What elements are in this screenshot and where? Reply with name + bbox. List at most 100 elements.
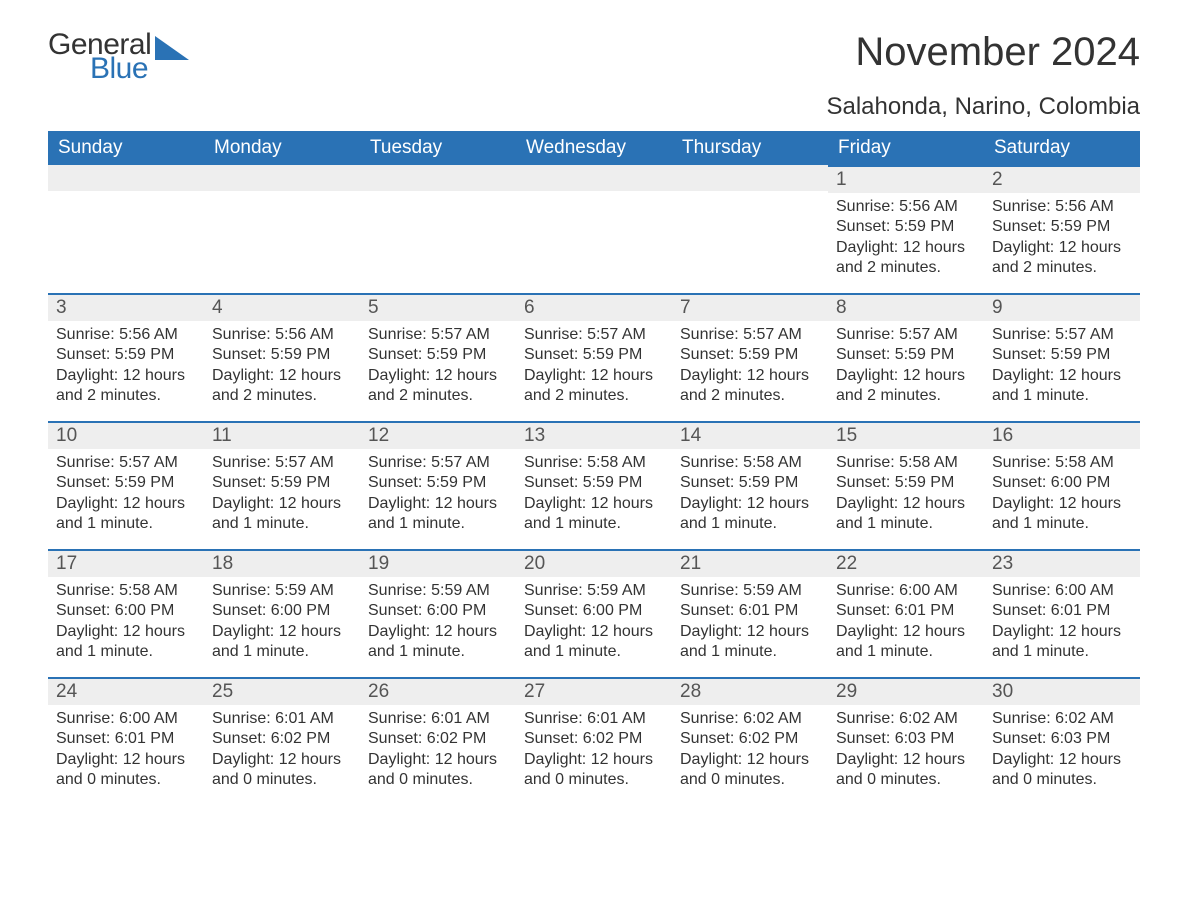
day-cell: 8Sunrise: 5:57 AMSunset: 5:59 PMDaylight… bbox=[828, 293, 984, 421]
sunset-text: Sunset: 6:01 PM bbox=[992, 601, 1132, 621]
title-block: November 2024 Salahonda, Narino, Colombi… bbox=[826, 30, 1140, 121]
col-sunday: Sunday bbox=[48, 131, 204, 165]
week-row: 10Sunrise: 5:57 AMSunset: 5:59 PMDayligh… bbox=[48, 421, 1140, 549]
day-details: Sunrise: 6:02 AMSunset: 6:02 PMDaylight:… bbox=[672, 705, 828, 801]
day-details: Sunrise: 5:58 AMSunset: 6:00 PMDaylight:… bbox=[984, 449, 1140, 545]
day-cell: 10Sunrise: 5:57 AMSunset: 5:59 PMDayligh… bbox=[48, 421, 204, 549]
day-details: Sunrise: 5:57 AMSunset: 5:59 PMDaylight:… bbox=[204, 449, 360, 545]
day-details: Sunrise: 5:58 AMSunset: 5:59 PMDaylight:… bbox=[828, 449, 984, 545]
day-details: Sunrise: 5:56 AMSunset: 5:59 PMDaylight:… bbox=[204, 321, 360, 417]
day-number: 18 bbox=[204, 549, 360, 577]
daylight-text: Daylight: 12 hours and 2 minutes. bbox=[836, 238, 976, 279]
day-number: 21 bbox=[672, 549, 828, 577]
day-details: Sunrise: 5:59 AMSunset: 6:00 PMDaylight:… bbox=[204, 577, 360, 673]
week-row: 1Sunrise: 5:56 AMSunset: 5:59 PMDaylight… bbox=[48, 165, 1140, 293]
week-row: 24Sunrise: 6:00 AMSunset: 6:01 PMDayligh… bbox=[48, 677, 1140, 805]
day-cell: 28Sunrise: 6:02 AMSunset: 6:02 PMDayligh… bbox=[672, 677, 828, 805]
sunset-text: Sunset: 5:59 PM bbox=[56, 345, 196, 365]
day-number: 5 bbox=[360, 293, 516, 321]
daylight-text: Daylight: 12 hours and 1 minute. bbox=[524, 494, 664, 535]
day-details: Sunrise: 5:58 AMSunset: 6:00 PMDaylight:… bbox=[48, 577, 204, 673]
brand-mark-icon bbox=[155, 36, 189, 60]
brand-word2: Blue bbox=[90, 54, 151, 84]
day-number: 6 bbox=[516, 293, 672, 321]
day-number: 2 bbox=[984, 165, 1140, 193]
sunrise-text: Sunrise: 6:01 AM bbox=[524, 709, 664, 729]
daylight-text: Daylight: 12 hours and 2 minutes. bbox=[680, 366, 820, 407]
empty-day bbox=[672, 165, 828, 191]
daylight-text: Daylight: 12 hours and 1 minute. bbox=[56, 622, 196, 663]
empty-day bbox=[204, 165, 360, 191]
sunset-text: Sunset: 5:59 PM bbox=[524, 473, 664, 493]
daylight-text: Daylight: 12 hours and 2 minutes. bbox=[56, 366, 196, 407]
daylight-text: Daylight: 12 hours and 1 minute. bbox=[836, 622, 976, 663]
day-number: 23 bbox=[984, 549, 1140, 577]
sunset-text: Sunset: 5:59 PM bbox=[524, 345, 664, 365]
daylight-text: Daylight: 12 hours and 1 minute. bbox=[56, 494, 196, 535]
day-number: 9 bbox=[984, 293, 1140, 321]
sunset-text: Sunset: 6:00 PM bbox=[212, 601, 352, 621]
sunset-text: Sunset: 5:59 PM bbox=[992, 345, 1132, 365]
day-details: Sunrise: 5:57 AMSunset: 5:59 PMDaylight:… bbox=[672, 321, 828, 417]
day-details: Sunrise: 6:00 AMSunset: 6:01 PMDaylight:… bbox=[984, 577, 1140, 673]
empty-day bbox=[360, 165, 516, 191]
day-details: Sunrise: 6:02 AMSunset: 6:03 PMDaylight:… bbox=[828, 705, 984, 801]
day-cell bbox=[48, 165, 204, 293]
daylight-text: Daylight: 12 hours and 0 minutes. bbox=[680, 750, 820, 791]
day-details: Sunrise: 5:57 AMSunset: 5:59 PMDaylight:… bbox=[828, 321, 984, 417]
day-number: 8 bbox=[828, 293, 984, 321]
sunset-text: Sunset: 6:00 PM bbox=[992, 473, 1132, 493]
day-number: 27 bbox=[516, 677, 672, 705]
sunrise-text: Sunrise: 5:57 AM bbox=[524, 325, 664, 345]
sunrise-text: Sunrise: 5:59 AM bbox=[524, 581, 664, 601]
daylight-text: Daylight: 12 hours and 0 minutes. bbox=[524, 750, 664, 791]
daylight-text: Daylight: 12 hours and 1 minute. bbox=[368, 622, 508, 663]
weekday-header-row: Sunday Monday Tuesday Wednesday Thursday… bbox=[48, 131, 1140, 165]
day-details: Sunrise: 5:56 AMSunset: 5:59 PMDaylight:… bbox=[984, 193, 1140, 289]
day-details: Sunrise: 5:59 AMSunset: 6:00 PMDaylight:… bbox=[360, 577, 516, 673]
sunrise-text: Sunrise: 6:00 AM bbox=[992, 581, 1132, 601]
day-number: 1 bbox=[828, 165, 984, 193]
sunset-text: Sunset: 6:00 PM bbox=[368, 601, 508, 621]
sunrise-text: Sunrise: 5:56 AM bbox=[836, 197, 976, 217]
sunrise-text: Sunrise: 5:56 AM bbox=[212, 325, 352, 345]
location-subtitle: Salahonda, Narino, Colombia bbox=[826, 93, 1140, 121]
sunset-text: Sunset: 6:02 PM bbox=[524, 729, 664, 749]
daylight-text: Daylight: 12 hours and 2 minutes. bbox=[992, 238, 1132, 279]
week-row: 3Sunrise: 5:56 AMSunset: 5:59 PMDaylight… bbox=[48, 293, 1140, 421]
day-number: 16 bbox=[984, 421, 1140, 449]
sunset-text: Sunset: 5:59 PM bbox=[836, 217, 976, 237]
day-details: Sunrise: 6:01 AMSunset: 6:02 PMDaylight:… bbox=[516, 705, 672, 801]
day-cell: 30Sunrise: 6:02 AMSunset: 6:03 PMDayligh… bbox=[984, 677, 1140, 805]
sunrise-text: Sunrise: 5:59 AM bbox=[212, 581, 352, 601]
day-cell: 21Sunrise: 5:59 AMSunset: 6:01 PMDayligh… bbox=[672, 549, 828, 677]
sunset-text: Sunset: 5:59 PM bbox=[368, 473, 508, 493]
day-number: 7 bbox=[672, 293, 828, 321]
day-cell: 1 Sunrise: 5:56 AMSunset: 5:59 PMDaylight… bbox=[828, 165, 984, 293]
day-cell: 9Sunrise: 5:57 AMSunset: 5:59 PMDaylight… bbox=[984, 293, 1140, 421]
daylight-text: Daylight: 12 hours and 1 minute. bbox=[992, 366, 1132, 407]
day-cell: 12Sunrise: 5:57 AMSunset: 5:59 PMDayligh… bbox=[360, 421, 516, 549]
day-cell: 7Sunrise: 5:57 AMSunset: 5:59 PMDaylight… bbox=[672, 293, 828, 421]
day-number: 28 bbox=[672, 677, 828, 705]
sunrise-text: Sunrise: 5:56 AM bbox=[56, 325, 196, 345]
sunrise-text: Sunrise: 5:57 AM bbox=[836, 325, 976, 345]
sunset-text: Sunset: 5:59 PM bbox=[680, 473, 820, 493]
sunrise-text: Sunrise: 5:59 AM bbox=[368, 581, 508, 601]
col-monday: Monday bbox=[204, 131, 360, 165]
day-details: Sunrise: 5:58 AMSunset: 5:59 PMDaylight:… bbox=[516, 449, 672, 545]
day-cell: 13Sunrise: 5:58 AMSunset: 5:59 PMDayligh… bbox=[516, 421, 672, 549]
daylight-text: Daylight: 12 hours and 1 minute. bbox=[836, 494, 976, 535]
sunset-text: Sunset: 5:59 PM bbox=[212, 345, 352, 365]
day-cell: 4Sunrise: 5:56 AMSunset: 5:59 PMDaylight… bbox=[204, 293, 360, 421]
day-details: Sunrise: 5:57 AMSunset: 5:59 PMDaylight:… bbox=[48, 449, 204, 545]
daylight-text: Daylight: 12 hours and 0 minutes. bbox=[992, 750, 1132, 791]
daylight-text: Daylight: 12 hours and 0 minutes. bbox=[212, 750, 352, 791]
daylight-text: Daylight: 12 hours and 0 minutes. bbox=[56, 750, 196, 791]
sunset-text: Sunset: 5:59 PM bbox=[836, 345, 976, 365]
day-details: Sunrise: 5:57 AMSunset: 5:59 PMDaylight:… bbox=[360, 321, 516, 417]
day-number: 26 bbox=[360, 677, 516, 705]
sunrise-text: Sunrise: 6:02 AM bbox=[992, 709, 1132, 729]
day-details: Sunrise: 5:57 AMSunset: 5:59 PMDaylight:… bbox=[516, 321, 672, 417]
day-cell: 25Sunrise: 6:01 AMSunset: 6:02 PMDayligh… bbox=[204, 677, 360, 805]
